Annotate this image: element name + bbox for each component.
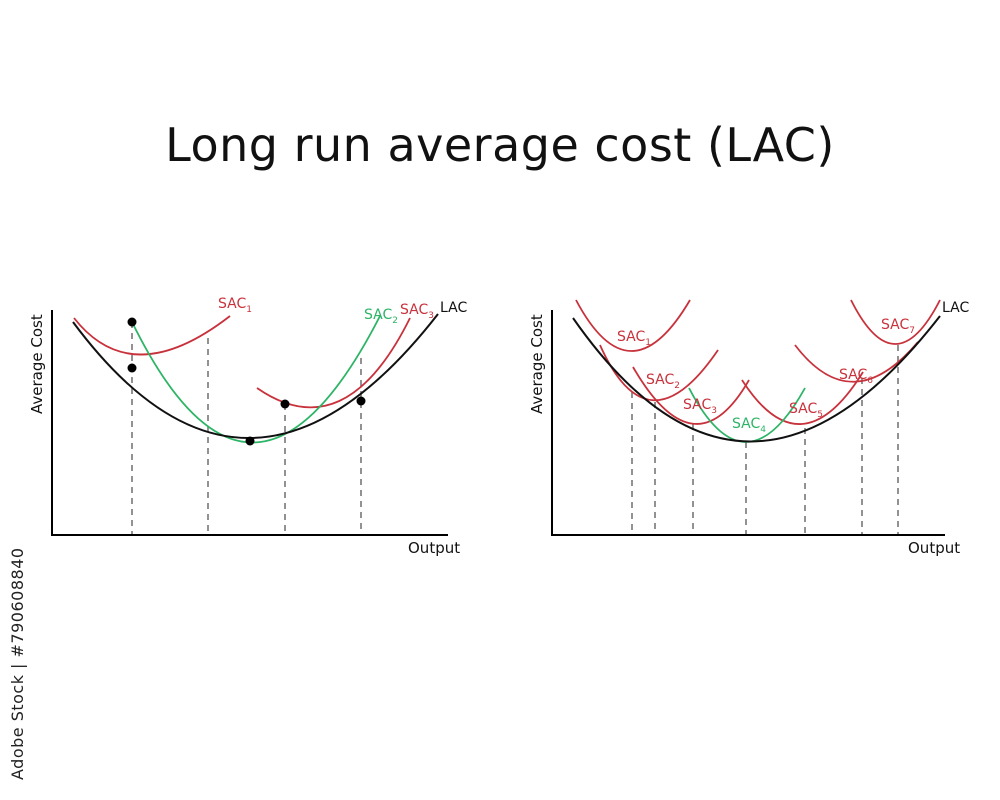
left-guide-lines (131, 322, 362, 535)
right-sac6-curve (794, 341, 919, 383)
left-point-3 (245, 436, 255, 446)
left-axes (51, 310, 448, 536)
right-sac3-label: SAC3 (683, 397, 717, 416)
right-sac6-label: SAC6 (839, 367, 873, 386)
page-title: Long run average cost (LAC) (165, 118, 835, 172)
stock-watermark-id: Adobe Stock | #790608840 (8, 547, 27, 780)
right-sac4-label: SAC4 (732, 416, 766, 435)
left-tangent-points (127, 317, 366, 446)
left-point-2 (127, 363, 137, 373)
right-sac7-curve (850, 299, 941, 345)
left-sac2-curve (131, 315, 381, 444)
right-sac5-curve (741, 371, 864, 425)
left-y-axis-title: Average Cost (28, 314, 46, 414)
left-sac1-curve (73, 315, 231, 356)
left-point-1 (127, 317, 137, 327)
left-diagram: Average Cost Output LAC SAC1 SAC2 SAC3 (28, 296, 467, 557)
right-sac2-label: SAC2 (646, 372, 680, 391)
right-y-axis-title: Average Cost (528, 314, 546, 414)
left-sac3-label: SAC3 (400, 302, 434, 321)
right-diagram: Average Cost Output LAC SAC1 SAC2 SAC3 S… (528, 299, 969, 557)
right-sac5-label: SAC5 (789, 401, 823, 420)
left-point-5 (356, 396, 366, 406)
right-lac-curve (572, 315, 941, 443)
left-lac-label: LAC (440, 300, 467, 316)
left-x-axis-title: Output (408, 539, 460, 557)
right-sac3-curve (632, 366, 750, 425)
right-guide-lines (631, 345, 899, 535)
right-sac7-label: SAC7 (881, 317, 915, 336)
right-axes (551, 310, 945, 536)
left-sac3-curve (256, 317, 411, 409)
left-sac1-label: SAC1 (218, 296, 252, 315)
right-x-axis-title: Output (908, 539, 960, 557)
right-sac1-curve (575, 299, 691, 352)
right-sac1-label: SAC1 (617, 329, 651, 348)
left-sac2-label: SAC2 (364, 307, 398, 326)
right-lac-label: LAC (942, 300, 969, 316)
right-sac-curves (575, 299, 941, 443)
left-point-4 (280, 399, 290, 409)
left-lac-curve (72, 313, 439, 439)
